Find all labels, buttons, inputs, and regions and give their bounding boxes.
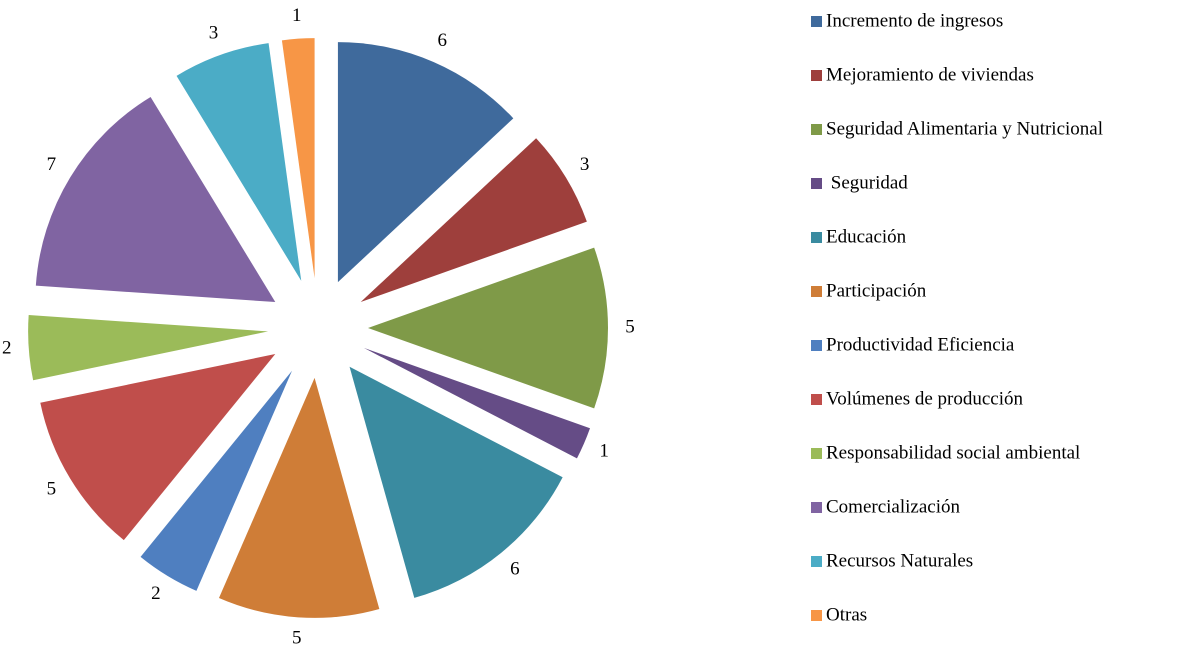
legend-label: Seguridad (826, 172, 908, 193)
pie-slice (40, 353, 276, 541)
data-label: 6 (438, 30, 448, 51)
legend-label: Seguridad Alimentaria y Nutricional (826, 118, 1103, 139)
legend-swatch (811, 394, 822, 405)
pie-slice (363, 347, 591, 459)
data-label: 6 (510, 558, 520, 579)
legend-label: Productividad Eficiencia (826, 334, 1015, 355)
data-label: 1 (599, 441, 609, 462)
data-label: 5 (47, 478, 57, 499)
legend-label: Responsabilidad social ambiental (826, 442, 1080, 463)
legend-swatch (811, 340, 822, 351)
legend-label: Mejoramiento de viviendas (826, 64, 1034, 85)
legend-swatch (811, 124, 822, 135)
legend-label: Recursos Naturales (826, 550, 973, 571)
pie-slice (35, 96, 276, 303)
legend-swatch (811, 178, 822, 189)
legend-swatch (811, 232, 822, 243)
pie-slice (176, 43, 302, 281)
legend-label: Incremento de ingresos (826, 10, 1003, 31)
pie-slice (368, 247, 608, 409)
legend-label: Participación (826, 280, 927, 301)
legend-swatch (811, 286, 822, 297)
data-label: 5 (625, 316, 635, 337)
pie-slice (337, 42, 514, 283)
data-label: 2 (151, 583, 161, 604)
legend-swatch (811, 502, 822, 513)
data-label: 1 (292, 5, 302, 26)
data-label: 3 (580, 154, 590, 175)
data-label: 2 (2, 338, 12, 359)
legend-label: Volúmenes de producción (826, 388, 1023, 409)
legend-swatch (811, 16, 822, 27)
data-label: 5 (292, 628, 302, 647)
pie-slice (360, 138, 587, 303)
legend-label: Comercialización (826, 496, 960, 517)
pie-slice (281, 38, 315, 279)
legend-swatch (811, 556, 822, 567)
pie-slice (218, 377, 380, 618)
legend-swatch (811, 70, 822, 81)
pie-slice (28, 315, 269, 381)
legend-swatch (811, 448, 822, 459)
pie-slice (349, 366, 563, 598)
data-label: 3 (209, 22, 219, 43)
pie-slice (140, 370, 293, 591)
legend-label: Educación (826, 226, 907, 247)
data-label: 7 (47, 154, 57, 175)
legend-label: Otras (826, 604, 867, 625)
legend-swatch (811, 610, 822, 621)
